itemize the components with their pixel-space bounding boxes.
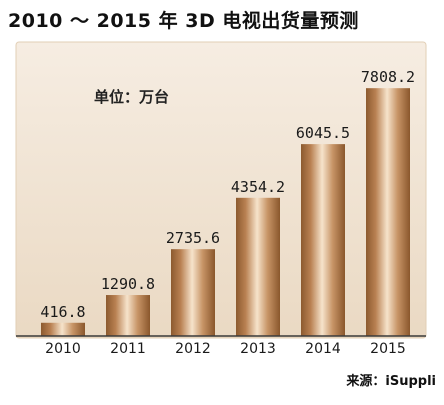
bars-layer: [41, 88, 410, 336]
bar-2015: [366, 88, 410, 336]
x-tick-2014: 2014: [305, 341, 341, 357]
x-tick-2010: 2010: [45, 341, 81, 357]
chart-title: 2010 ～ 2015 年 3D 电视出货量预测: [8, 10, 359, 32]
unit-label: 单位：万台: [94, 88, 170, 106]
value-label-2011: 1290.8: [101, 275, 155, 293]
value-label-2010: 416.8: [40, 303, 85, 321]
x-tick-2011: 2011: [110, 341, 146, 357]
value-label-2014: 6045.5: [296, 124, 350, 142]
plot-background: [15, 41, 427, 339]
bar-2014: [301, 144, 345, 336]
x-tick-2015: 2015: [370, 341, 406, 357]
x-tick-labels: 2010 2011 2012 2013 2014 2015: [45, 341, 406, 357]
bar-2012: [171, 249, 215, 336]
bar-2013: [236, 197, 280, 336]
x-tick-2012: 2012: [175, 341, 211, 357]
value-label-2012: 2735.6: [166, 229, 220, 247]
source-label: 来源：iSuppli: [346, 374, 436, 389]
bar-2011: [106, 295, 150, 336]
bar-2010: [41, 322, 85, 336]
value-label-2013: 4354.2: [231, 178, 285, 196]
value-labels-layer: 416.8 1290.8 2735.6 4354.2 6045.5 7808.2: [40, 68, 415, 321]
x-tick-2013: 2013: [240, 341, 276, 357]
value-label-2015: 7808.2: [361, 68, 415, 86]
